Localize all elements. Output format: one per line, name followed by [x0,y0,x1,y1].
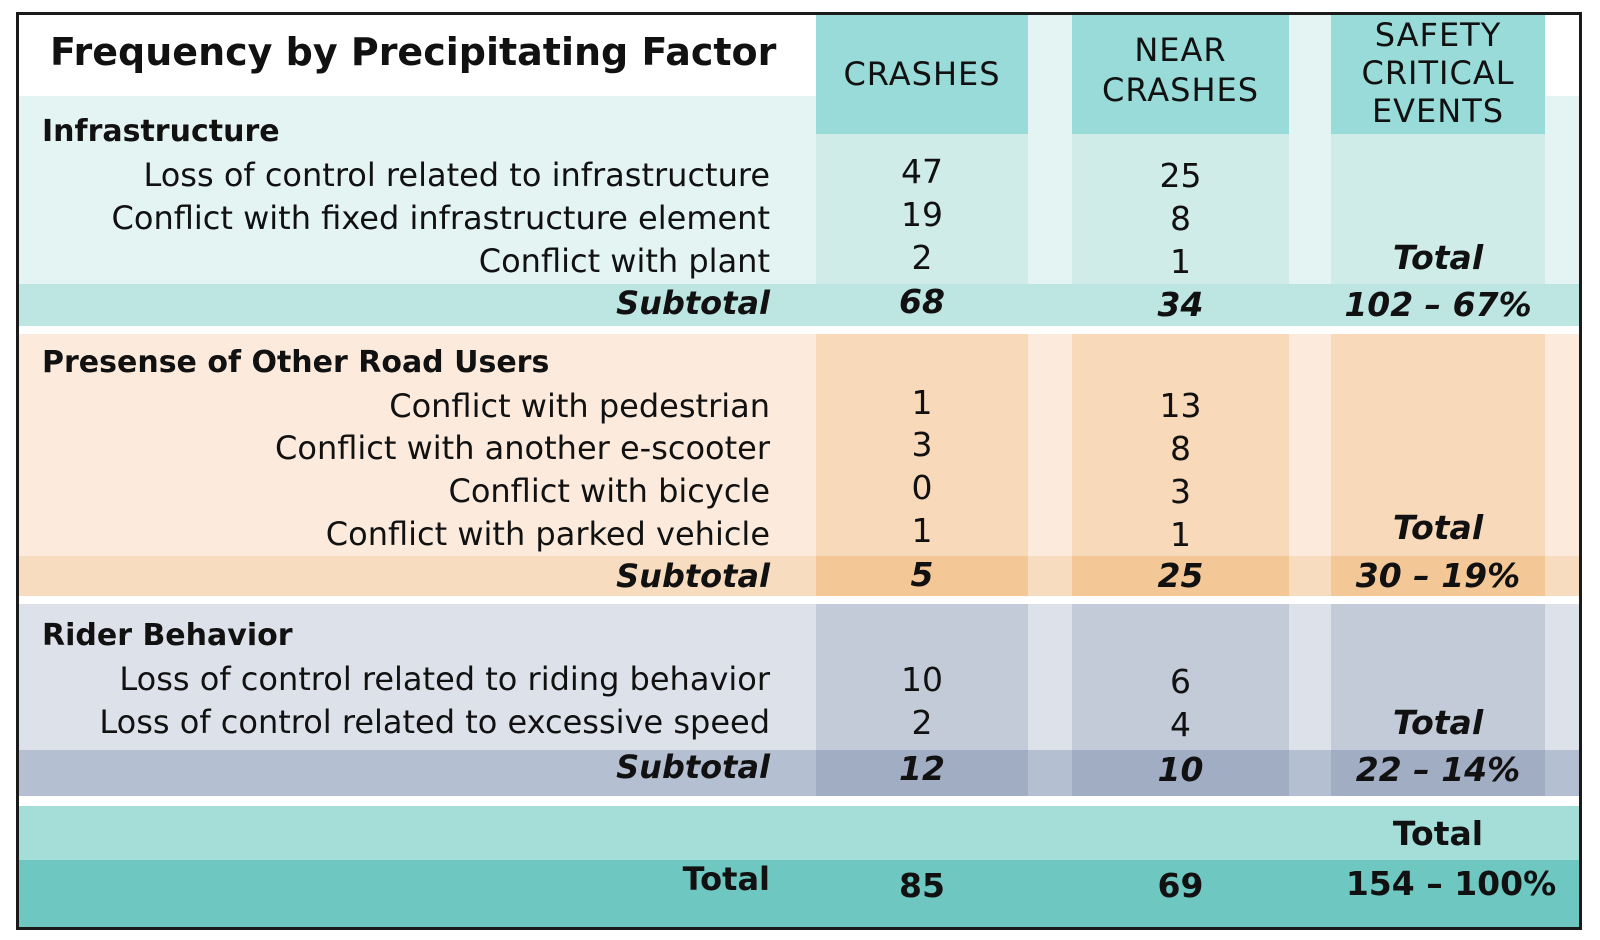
row-near: 3 [1170,472,1191,511]
sce-col-infra [1331,134,1545,284]
row-label: Conflict with another e-scooter [275,429,770,467]
near-col-rider [1072,604,1289,750]
grand-total-label: Total [682,860,770,898]
crashes-col-rider [816,604,1028,750]
row-near: 1 [1170,242,1191,281]
grand-total-sce-label: Total [1392,814,1484,853]
row-near: 6 [1170,662,1191,701]
section-rider-behavior: Rider Behavior [42,618,293,653]
subtotal-sce: 30 – 19% [1355,556,1521,595]
sce-col-road-sub [1331,556,1545,596]
sce-col-rider [1331,604,1545,750]
sce-total-label: Total [1392,508,1484,547]
row-crashes: 2 [911,703,933,742]
table-frame [16,12,1582,930]
grand-total-sce: 154 – 100% [1345,864,1557,903]
header-safety-critical-events: SAFETY CRITICAL EVENTS [1331,16,1545,130]
row-crashes: 10 [901,660,943,699]
header-sce-text: SAFETY CRITICAL EVENTS [1361,16,1515,130]
subtotal-near: 25 [1157,556,1204,595]
subtotal-crashes: 12 [899,749,945,788]
row-near: 4 [1170,705,1191,744]
row-label: Conflict with bicycle [448,472,770,510]
row-label: Conflict with plant [478,242,770,280]
rider-band [19,604,1579,750]
row-crashes: 3 [911,425,933,464]
crashes-col-infra [816,134,1028,284]
subtotal-label: Subtotal [616,748,770,786]
row-crashes: 2 [911,238,933,277]
section-road-users: Presense of Other Road Users [42,345,550,380]
subtotal-near: 10 [1157,750,1204,789]
row-label: Loss of control related to infrastructur… [143,156,770,194]
sce-total-label: Total [1392,703,1484,742]
row-crashes: 47 [901,152,943,191]
header-near-crashes-text: NEAR CRASHES [1102,31,1260,109]
infrastructure-subtotal-band [19,284,1579,326]
header-near-crashes: NEAR CRASHES [1072,30,1289,110]
row-crashes: 1 [911,511,933,550]
crashes-col-road [816,334,1028,556]
sce-total-label: Total [1392,238,1484,277]
near-col-rider-sub [1072,750,1289,796]
road-users-subtotal-band [19,556,1579,596]
infrastructure-band [19,96,1579,284]
header-crashes: CRASHES [843,55,1001,93]
row-label: Loss of control related to riding behavi… [119,660,770,698]
row-near: 8 [1170,429,1191,468]
chart-title: Frequency by Precipitating Factor [50,30,777,74]
crashes-col-header [816,15,1028,134]
subtotal-label: Subtotal [616,284,770,322]
row-near: 25 [1159,156,1202,195]
subtotal-near: 34 [1157,285,1204,324]
subtotal-label: Subtotal [616,557,770,595]
near-col-header [1072,15,1289,134]
grand-total-near: 69 [1157,866,1204,905]
gap-col-1 [1028,15,1072,96]
grand-total-band [19,860,1579,927]
subtotal-crashes: 5 [910,555,934,594]
sce-col-rider-sub [1331,750,1545,796]
road-users-band [19,334,1579,556]
gap-col-2 [1289,15,1331,96]
row-label: Conflict with parked vehicle [325,515,770,553]
row-near: 8 [1170,199,1191,238]
row-label: Conflict with pedestrian [389,387,770,425]
row-near: 13 [1159,386,1202,425]
row-crashes: 1 [911,383,933,422]
rider-subtotal-band [19,750,1579,796]
near-col-road [1072,334,1289,556]
row-near: 1 [1170,515,1191,554]
sce-col-road [1331,334,1545,556]
near-col-road-sub [1072,556,1289,596]
sce-col-header [1331,15,1545,134]
section-infrastructure: Infrastructure [42,114,280,149]
row-crashes: 0 [911,468,933,507]
subtotal-sce: 22 – 14% [1355,750,1521,789]
crashes-col-rider-sub [816,750,1028,796]
row-crashes: 19 [901,195,943,234]
crashes-col-road-sub [816,556,1028,596]
row-label: Loss of control related to excessive spe… [99,703,770,741]
subtotal-sce: 102 – 67% [1344,285,1532,324]
subtotal-crashes: 68 [899,282,945,321]
grand-total-crashes: 85 [899,866,945,905]
row-label: Conflict with fixed infrastructure eleme… [111,199,770,237]
near-col-infra [1072,134,1289,284]
grand-total-band-top [19,806,1579,860]
